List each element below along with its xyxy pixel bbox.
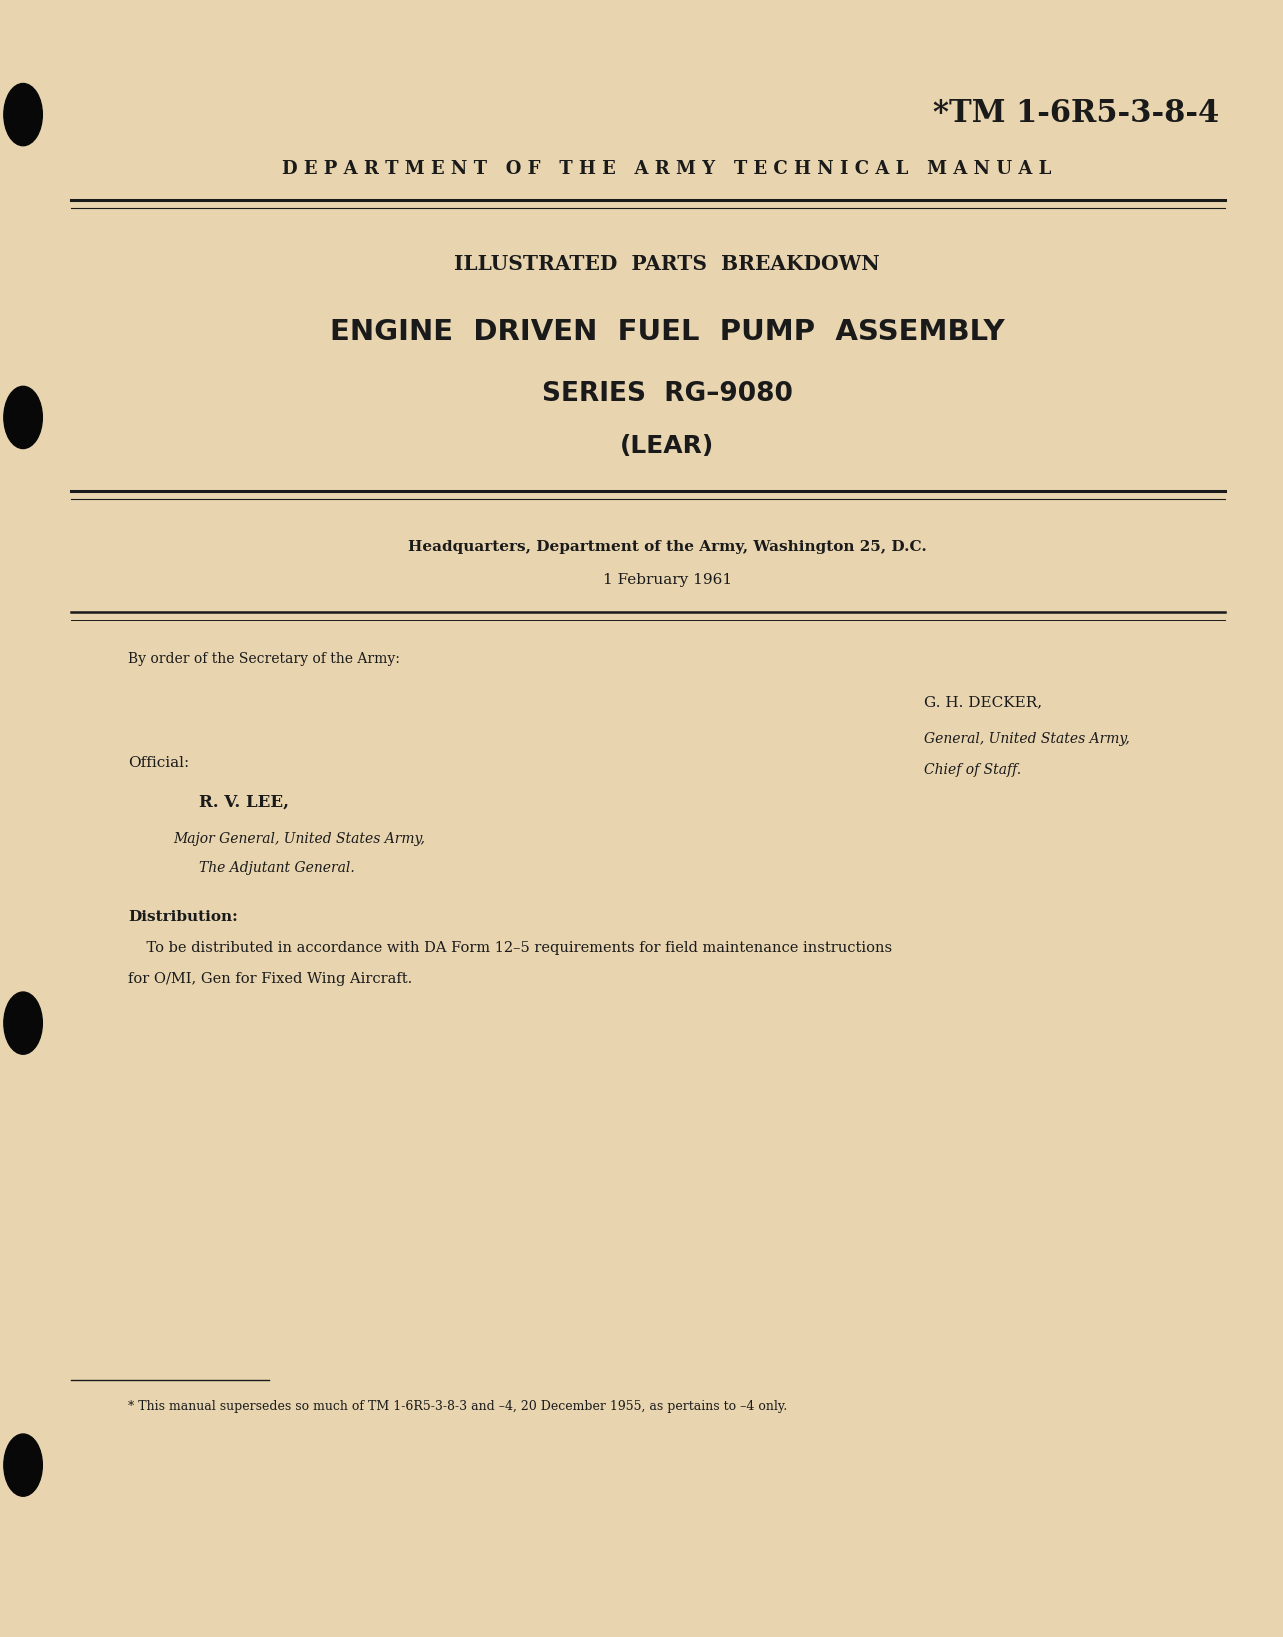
Text: for O/MI, Gen for Fixed Wing Aircraft.: for O/MI, Gen for Fixed Wing Aircraft. (128, 972, 413, 987)
Text: General, United States Army,: General, United States Army, (924, 732, 1129, 746)
Text: Distribution:: Distribution: (128, 910, 239, 925)
Text: To be distributed in accordance with DA Form 12–5 requirements for field mainten: To be distributed in accordance with DA … (128, 941, 893, 956)
Text: (LEAR): (LEAR) (620, 434, 715, 458)
Text: R. V. LEE,: R. V. LEE, (199, 794, 289, 810)
Text: G. H. DECKER,: G. H. DECKER, (924, 696, 1042, 710)
Text: * This manual supersedes so much of TM 1-6R5-3-8-3 and –4, 20 December 1955, as : * This manual supersedes so much of TM 1… (128, 1400, 788, 1413)
Text: *TM 1-6R5-3-8-4: *TM 1-6R5-3-8-4 (933, 98, 1219, 129)
Text: The Adjutant General.: The Adjutant General. (199, 861, 354, 876)
Text: ENGINE  DRIVEN  FUEL  PUMP  ASSEMBLY: ENGINE DRIVEN FUEL PUMP ASSEMBLY (330, 318, 1005, 345)
Text: 1 February 1961: 1 February 1961 (603, 573, 731, 588)
Text: Official:: Official: (128, 756, 190, 771)
Ellipse shape (4, 992, 42, 1054)
Text: Headquarters, Department of the Army, Washington 25, D.C.: Headquarters, Department of the Army, Wa… (408, 540, 926, 555)
Ellipse shape (4, 386, 42, 449)
Text: By order of the Secretary of the Army:: By order of the Secretary of the Army: (128, 652, 400, 666)
Ellipse shape (4, 1434, 42, 1496)
Text: Major General, United States Army,: Major General, United States Army, (173, 832, 425, 846)
Text: SERIES  RG–9080: SERIES RG–9080 (541, 381, 793, 408)
Text: ILLUSTRATED  PARTS  BREAKDOWN: ILLUSTRATED PARTS BREAKDOWN (454, 254, 880, 273)
Text: Chief of Staff.: Chief of Staff. (924, 763, 1021, 778)
Text: D E P A R T M E N T   O F   T H E   A R M Y   T E C H N I C A L   M A N U A L: D E P A R T M E N T O F T H E A R M Y T … (282, 160, 1052, 178)
Ellipse shape (4, 83, 42, 146)
